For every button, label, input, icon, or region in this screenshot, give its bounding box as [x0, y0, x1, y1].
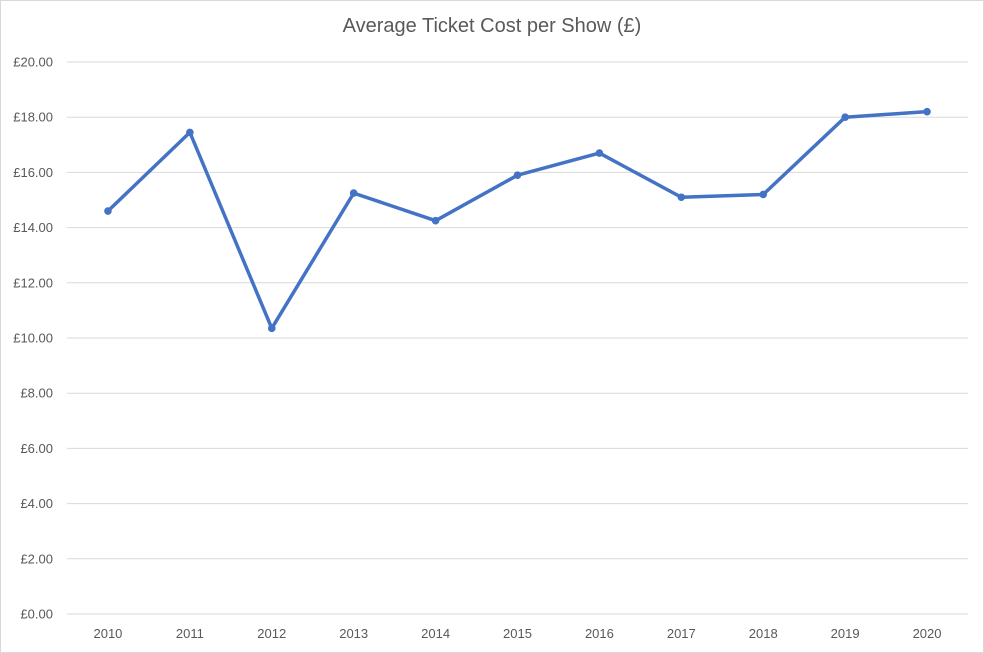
- y-tick-label: £18.00: [13, 110, 53, 125]
- data-point: [513, 171, 522, 179]
- y-tick-label: £6.00: [20, 441, 53, 456]
- data-point: [677, 193, 686, 202]
- y-tick-label: £16.00: [13, 165, 53, 180]
- x-axis-tick-labels: 2010 2011 2012 2013 2014 2015 2016 2017 2018 2019…: [93, 626, 941, 641]
- data-point: [923, 107, 931, 116]
- x-tick-label: 2010: [93, 626, 122, 641]
- y-tick-label: £14.00: [13, 220, 53, 235]
- data-point: [186, 128, 194, 137]
- x-tick-label: 2017: [667, 626, 696, 641]
- chart-title: Average Ticket Cost per Show (£): [342, 15, 642, 37]
- x-tick-label: 2014: [421, 626, 450, 641]
- x-tick-label: 2016: [585, 626, 614, 641]
- x-tick-label: 2018: [749, 626, 778, 641]
- y-tick-label: £4.00: [20, 496, 53, 511]
- y-tick-label: £8.00: [20, 386, 53, 401]
- data-point: [841, 113, 849, 121]
- gridlines: [67, 61, 968, 615]
- x-tick-label: 2013: [339, 626, 368, 641]
- y-axis-tick-labels: £0.00 £2.00 £4.00 £6.00 £8.00 £10.00 £12.00 £14…: [13, 55, 53, 622]
- y-tick-label: £20.00: [13, 55, 53, 70]
- x-tick-label: 2019: [831, 626, 860, 641]
- x-tick-label: 2011: [176, 626, 204, 641]
- series-layer: [104, 107, 931, 333]
- x-tick-label: 2020: [913, 626, 942, 641]
- y-tick-label: £10.00: [13, 331, 53, 346]
- data-point: [349, 189, 358, 197]
- x-tick-label: 2012: [257, 626, 286, 641]
- y-tick-label: £12.00: [13, 275, 53, 290]
- data-point: [431, 216, 440, 225]
- x-tick-label: 2015: [503, 626, 532, 641]
- data-point: [759, 190, 768, 199]
- data-point: [104, 207, 112, 215]
- data-point: [595, 149, 604, 157]
- series-line: [106, 109, 929, 331]
- y-tick-label: £0.00: [20, 607, 53, 622]
- data-point: [267, 324, 276, 333]
- y-tick-label: £2.00: [20, 551, 53, 566]
